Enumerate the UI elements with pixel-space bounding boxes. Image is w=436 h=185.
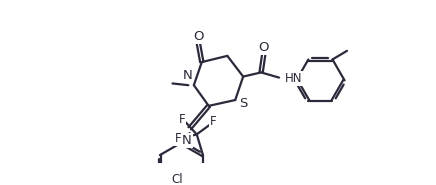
Text: O: O xyxy=(193,30,204,43)
Text: F: F xyxy=(179,113,186,126)
Text: HN: HN xyxy=(285,72,303,85)
Text: N: N xyxy=(182,69,192,82)
Text: Cl: Cl xyxy=(171,173,183,185)
Text: S: S xyxy=(238,97,247,110)
Text: O: O xyxy=(259,41,269,54)
Text: F: F xyxy=(210,115,217,128)
Text: F: F xyxy=(174,132,181,145)
Text: N: N xyxy=(182,134,192,147)
